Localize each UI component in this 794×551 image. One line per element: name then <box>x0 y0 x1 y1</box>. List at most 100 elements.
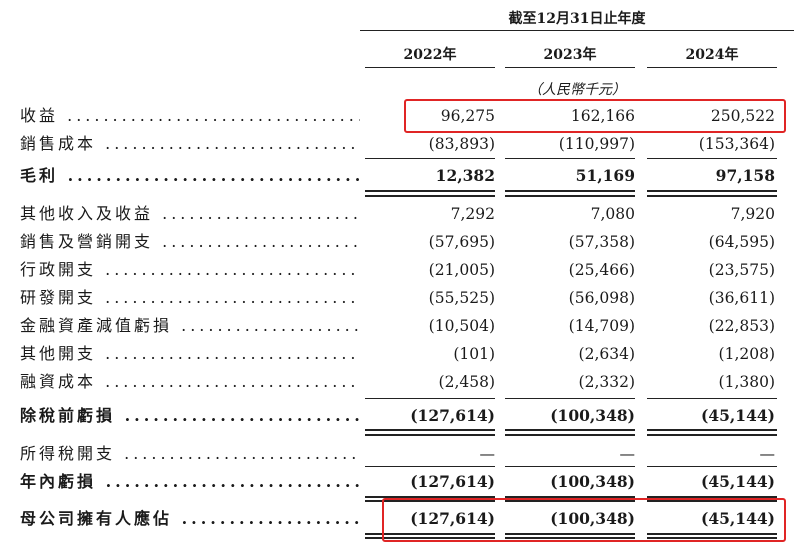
value-2022: (101) <box>453 345 495 363</box>
value-2024: (45,144) <box>701 406 775 425</box>
double-rule-bottom <box>647 500 777 502</box>
revenue-highlight-box <box>404 99 786 133</box>
value-2024: (45,144) <box>701 472 775 491</box>
row-label: 融資成本 <box>20 368 360 396</box>
double-rule-bottom <box>365 537 495 539</box>
attributable-highlight-box <box>382 498 786 542</box>
table-row-cost-of-sales: 銷售成本 (83,893) (110,997) (153,364) <box>0 130 794 158</box>
year-2024-header: 2024年 <box>685 47 739 63</box>
value-2022: 96,275 <box>440 107 495 125</box>
double-rule-bottom <box>647 537 777 539</box>
double-rule-top <box>505 496 635 498</box>
table-row-selling-expenses: 銷售及營銷開支 (57,695) (57,358) (64,595) <box>0 228 794 256</box>
value-2023: (57,358) <box>568 233 635 251</box>
row-label: 其他收入及收益 <box>20 200 360 228</box>
subtotal-rule <box>647 398 777 399</box>
double-rule-top <box>647 429 777 431</box>
value-2023: (2,634) <box>578 345 635 363</box>
table-row-finance-costs: 融資成本 (2,458) (2,332) (1,380) <box>0 368 794 396</box>
value-2022: (55,525) <box>428 289 495 307</box>
double-rule-bottom <box>647 195 777 197</box>
row-label: 金融資產減值虧損 <box>20 312 360 340</box>
period-header: 截至12月31日止年度 <box>508 11 646 27</box>
year-2022-header: 2022年 <box>403 47 457 63</box>
value-2024: (23,575) <box>708 261 775 279</box>
double-rule-top <box>505 429 635 431</box>
value-2023: (100,348) <box>550 472 635 491</box>
value-2022: (21,005) <box>428 261 495 279</box>
value-2023: (56,098) <box>568 289 635 307</box>
table-row-gross-profit: 毛利 12,382 51,169 97,158 <box>0 162 794 190</box>
value-2022: (127,614) <box>410 406 495 425</box>
value-2023: (25,466) <box>568 261 635 279</box>
value-2024: (153,364) <box>698 135 775 153</box>
row-label: 收益 <box>20 102 360 130</box>
header-rule <box>360 30 794 31</box>
value-2022: 12,382 <box>435 166 495 185</box>
value-2024: (45,144) <box>701 509 775 528</box>
table-row-rd-expenses: 研發開支 (55,525) (56,098) (36,611) <box>0 284 794 312</box>
row-label: 行政開支 <box>20 256 360 284</box>
double-rule-top <box>647 496 777 498</box>
double-rule-bottom <box>505 434 635 436</box>
double-rule-top <box>365 533 495 535</box>
row-label: 銷售成本 <box>20 130 360 158</box>
value-2023: 7,080 <box>590 205 635 223</box>
value-2022: (10,504) <box>428 317 495 335</box>
value-2022: (127,614) <box>410 509 495 528</box>
value-2024: (64,595) <box>708 233 775 251</box>
value-2024: — <box>759 445 776 463</box>
subtotal-rule <box>365 466 495 467</box>
value-2023: (14,709) <box>568 317 635 335</box>
subtotal-rule <box>505 158 635 159</box>
value-2024: (1,208) <box>718 345 775 363</box>
value-2022: (83,893) <box>428 135 495 153</box>
table-row-loss-before-tax: 除稅前虧損 (127,614) (100,348) (45,144) <box>0 402 794 430</box>
double-rule-top <box>505 190 635 192</box>
unit-label: （人民幣千元） <box>528 82 626 98</box>
value-2023: (100,348) <box>550 406 635 425</box>
table-row-other-expenses: 其他開支 (101) (2,634) (1,208) <box>0 340 794 368</box>
value-2022: (2,458) <box>438 373 495 391</box>
subtotal-rule <box>365 158 495 159</box>
value-2024: 250,522 <box>710 107 775 125</box>
value-2023: — <box>619 445 636 463</box>
row-label: 除稅前虧損 <box>20 402 360 430</box>
value-2024: (22,853) <box>708 317 775 335</box>
double-rule-bottom <box>647 434 777 436</box>
table-row-impairment-losses: 金融資產減值虧損 (10,504) (14,709) (22,853) <box>0 312 794 340</box>
value-2022: — <box>479 445 496 463</box>
double-rule-bottom <box>505 537 635 539</box>
value-2023: (100,348) <box>550 509 635 528</box>
double-rule-bottom <box>505 500 635 502</box>
value-2023: 51,169 <box>575 166 635 185</box>
row-label: 其他開支 <box>20 340 360 368</box>
value-2024: 7,920 <box>730 205 775 223</box>
table-row-loss-for-year: 年內虧損 (127,614) (100,348) (45,144) <box>0 468 794 496</box>
double-rule-top <box>647 190 777 192</box>
row-label: 母公司擁有人應佔 <box>20 505 360 533</box>
table-row-other-income: 其他收入及收益 7,292 7,080 7,920 <box>0 200 794 228</box>
subtotal-rule <box>365 398 495 399</box>
double-rule-top <box>365 190 495 192</box>
double-rule-top <box>505 533 635 535</box>
value-2022: 7,292 <box>450 205 495 223</box>
value-2023: (2,332) <box>578 373 635 391</box>
value-2024: (1,380) <box>718 373 775 391</box>
table-row-attributable-to-owners: 母公司擁有人應佔 (127,614) (100,348) (45,144) <box>0 505 794 533</box>
value-2023: (110,997) <box>558 135 635 153</box>
row-label: 研發開支 <box>20 284 360 312</box>
subtotal-rule <box>647 158 777 159</box>
row-label: 年內虧損 <box>20 468 360 496</box>
value-2024: 97,158 <box>715 166 775 185</box>
double-rule-bottom <box>365 500 495 502</box>
table-row-income-tax: 所得稅開支 — — — <box>0 440 794 468</box>
double-rule-top <box>365 496 495 498</box>
double-rule-bottom <box>365 434 495 436</box>
value-2023: 162,166 <box>570 107 635 125</box>
value-2022: (127,614) <box>410 472 495 491</box>
subtotal-rule <box>505 466 635 467</box>
year-underline-2022 <box>365 67 495 68</box>
double-rule-bottom <box>365 195 495 197</box>
row-label: 毛利 <box>20 162 360 190</box>
